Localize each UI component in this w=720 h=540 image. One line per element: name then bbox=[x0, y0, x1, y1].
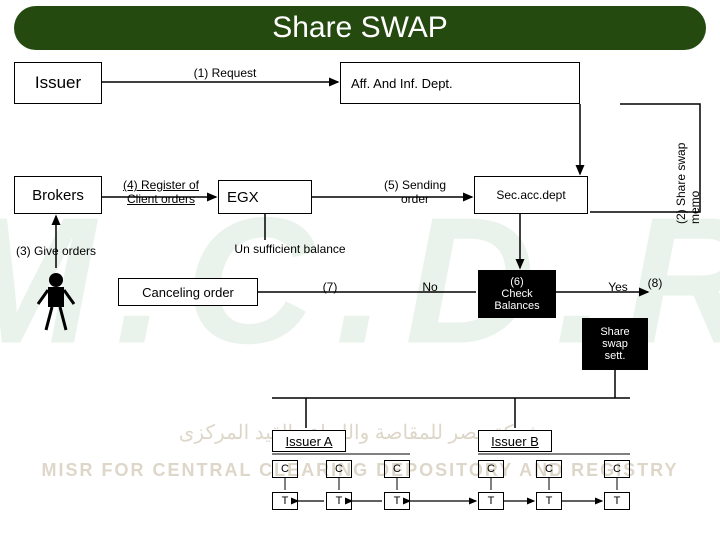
cell-c-a3: C bbox=[384, 460, 410, 478]
node-cancel: Canceling order bbox=[118, 278, 258, 306]
cell-t-b3: T bbox=[604, 492, 630, 510]
node-issuer: Issuer bbox=[14, 62, 102, 104]
cell-c-a1: C bbox=[272, 460, 298, 478]
cell-c-a2: C bbox=[326, 460, 352, 478]
node-issuer-a: Issuer A bbox=[272, 430, 346, 452]
label-yes: Yes bbox=[598, 280, 638, 294]
cell-c-b2: C bbox=[536, 460, 562, 478]
person-icon bbox=[36, 270, 76, 340]
label-request: (1) Request bbox=[160, 66, 290, 80]
node-aff-dept: Aff. And Inf. Dept. bbox=[340, 62, 580, 104]
label-share-swap-memo: (2) Share swap memo bbox=[674, 104, 702, 224]
cell-t-a2: T bbox=[326, 492, 352, 510]
cell-c-b3: C bbox=[604, 460, 630, 478]
label-unsufficient: Un sufficient balance bbox=[210, 242, 370, 256]
label-no: No bbox=[410, 280, 450, 294]
bg-subtitle: MISR FOR CENTRAL CLEARING DEPOSITORY AND… bbox=[36, 460, 684, 481]
label-register: (4) Register of Client orders bbox=[106, 178, 216, 206]
cell-t-a1: T bbox=[272, 492, 298, 510]
page-title: Share SWAP bbox=[14, 6, 706, 50]
cell-t-b1: T bbox=[478, 492, 504, 510]
node-issuer-b: Issuer B bbox=[478, 430, 552, 452]
cell-t-a3: T bbox=[384, 492, 410, 510]
cell-c-b1: C bbox=[478, 460, 504, 478]
node-brokers: Brokers bbox=[14, 176, 102, 214]
label-8: (8) bbox=[640, 276, 670, 290]
node-egx: EGX bbox=[218, 180, 312, 214]
node-check-balances: (6) Check Balances bbox=[478, 270, 556, 318]
node-sec-dept: Sec.acc.dept bbox=[474, 176, 588, 214]
cell-t-b2: T bbox=[536, 492, 562, 510]
label-sending: (5) Sending order bbox=[370, 178, 460, 206]
label-7: (7) bbox=[310, 280, 350, 294]
node-share-sett: Share swap sett. bbox=[582, 318, 648, 370]
bg-arabic: شركة مصر للمقاصة والإيداع والقيد المركزى bbox=[36, 420, 684, 445]
label-give-orders: (3) Give orders bbox=[6, 244, 106, 258]
